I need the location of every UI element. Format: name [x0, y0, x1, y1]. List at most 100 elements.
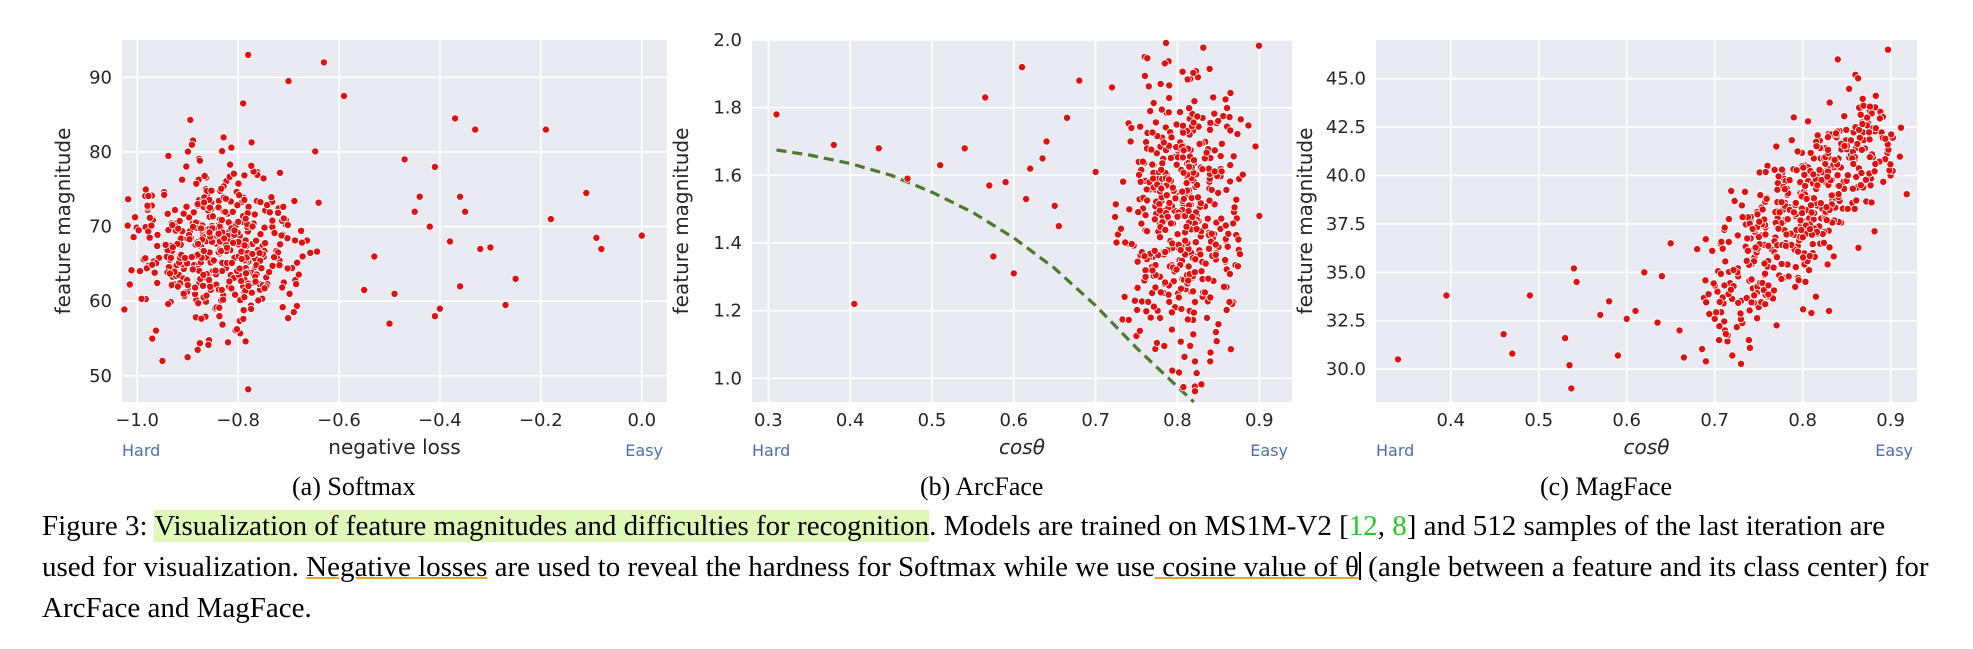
citation-link-8[interactable]: 8 — [1392, 510, 1407, 542]
scatter-point — [284, 314, 293, 323]
scatter-point — [1859, 101, 1868, 110]
scatter-point — [1166, 153, 1175, 162]
scatter-point — [313, 247, 322, 256]
scatter-point — [1865, 153, 1874, 162]
scatter-point — [1172, 265, 1181, 274]
scatter-point — [1164, 290, 1173, 299]
scatter-point — [1179, 146, 1188, 155]
scatter-point — [1234, 235, 1243, 244]
scatter-point — [141, 254, 150, 263]
caption-underlined-cosine: cosine value of θ — [1154, 551, 1359, 583]
scatter-point — [1158, 159, 1167, 168]
x-tick-label: 0.8 — [1163, 410, 1192, 431]
scatter-point — [1835, 181, 1844, 190]
scatter-point — [183, 353, 192, 362]
scatter-point — [199, 270, 208, 279]
scatter-point — [195, 339, 204, 348]
scatter-point — [1226, 161, 1235, 170]
scatter-point — [1167, 325, 1176, 334]
scatter-point — [294, 270, 303, 279]
scatter-point — [233, 201, 242, 210]
scatter-point — [850, 299, 859, 308]
scatter-point — [1181, 236, 1190, 245]
scatter-point — [285, 289, 294, 298]
scatter-point — [229, 238, 238, 247]
scatter-point — [275, 168, 284, 177]
y-tick-label: 37.5 — [1326, 214, 1366, 235]
scatter-point — [1233, 262, 1242, 271]
scatter-point — [192, 179, 201, 188]
scatter-point — [1148, 128, 1157, 137]
scatter-point — [217, 285, 226, 294]
scatter-point — [1193, 112, 1202, 121]
scatter-point — [1720, 281, 1729, 290]
scatter-point — [1825, 306, 1834, 315]
scatter-point — [1806, 148, 1815, 157]
scatter-point — [1195, 139, 1204, 148]
scatter-point — [1858, 94, 1867, 103]
scatter-point — [1743, 246, 1752, 255]
scatter-point — [1221, 255, 1230, 264]
scatter-point — [226, 160, 235, 169]
x-tick-label: −0.6 — [317, 410, 361, 431]
scatter-point — [241, 337, 250, 346]
scatter-point — [185, 213, 194, 222]
scatter-point — [1712, 308, 1721, 317]
scatter-point — [1063, 113, 1072, 122]
scatter-point — [265, 268, 274, 277]
scatter-point — [130, 213, 139, 222]
scatter-point — [1806, 225, 1815, 234]
scatter-point — [1214, 320, 1223, 329]
scatter-point — [135, 267, 144, 276]
scatter-point — [200, 171, 209, 180]
scatter-point — [173, 282, 182, 291]
scatter-point — [1135, 326, 1144, 335]
scatter-point — [1188, 212, 1197, 221]
scatter-point — [1127, 239, 1136, 248]
scatter-point — [1870, 167, 1879, 176]
scatter-point — [1133, 257, 1142, 266]
citation-link-12[interactable]: 12 — [1348, 510, 1378, 542]
scatter-point — [247, 138, 256, 147]
scatter-point — [1038, 154, 1047, 163]
x-tick-label: 0.0 — [627, 410, 656, 431]
hard-label: Hard — [1376, 441, 1414, 460]
y-tick-label: 1.2 — [713, 301, 742, 322]
scatter-point — [1146, 107, 1155, 116]
scatter-point — [1192, 369, 1201, 378]
scatter-point — [874, 144, 883, 153]
scatter-point — [227, 143, 236, 152]
scatter-point — [193, 239, 202, 248]
scatter-point — [1833, 171, 1842, 180]
scatter-point — [1127, 123, 1136, 132]
scatter-point — [1764, 281, 1773, 290]
x-tick-label: 0.3 — [754, 410, 783, 431]
chart-softmax: −1.0 −0.8 −0.6 −0.4 −0.2 0.0 50 60 70 80 90 negativ… — [51, 40, 667, 460]
scatter-point — [1202, 148, 1211, 157]
scatter-point — [1160, 341, 1169, 350]
scatter-point — [1843, 204, 1852, 213]
scatter-point — [1816, 199, 1825, 208]
scatter-point — [227, 284, 236, 293]
scatter-point — [247, 161, 256, 170]
scatter-point — [217, 215, 226, 224]
scatter-point — [1856, 110, 1865, 119]
scatter-point — [1825, 243, 1834, 252]
scatter-point — [1168, 239, 1177, 248]
scatter-point — [150, 268, 159, 277]
scatter-point — [1199, 43, 1208, 52]
scatter-point — [1222, 305, 1231, 314]
scatter-point — [145, 233, 154, 242]
scatter-point — [1244, 121, 1253, 130]
scatter-point — [217, 184, 226, 193]
scatter-point — [1881, 134, 1890, 143]
scatter-point — [1157, 105, 1166, 114]
scatter-point — [1133, 305, 1142, 314]
scatter-point — [1182, 222, 1191, 231]
scatter-point — [1221, 95, 1230, 104]
scatter-point — [1442, 291, 1451, 300]
scatter-point — [1119, 177, 1128, 186]
scatter-point — [124, 195, 133, 204]
scatter-point — [1720, 223, 1729, 232]
scatter-point — [1226, 345, 1235, 354]
